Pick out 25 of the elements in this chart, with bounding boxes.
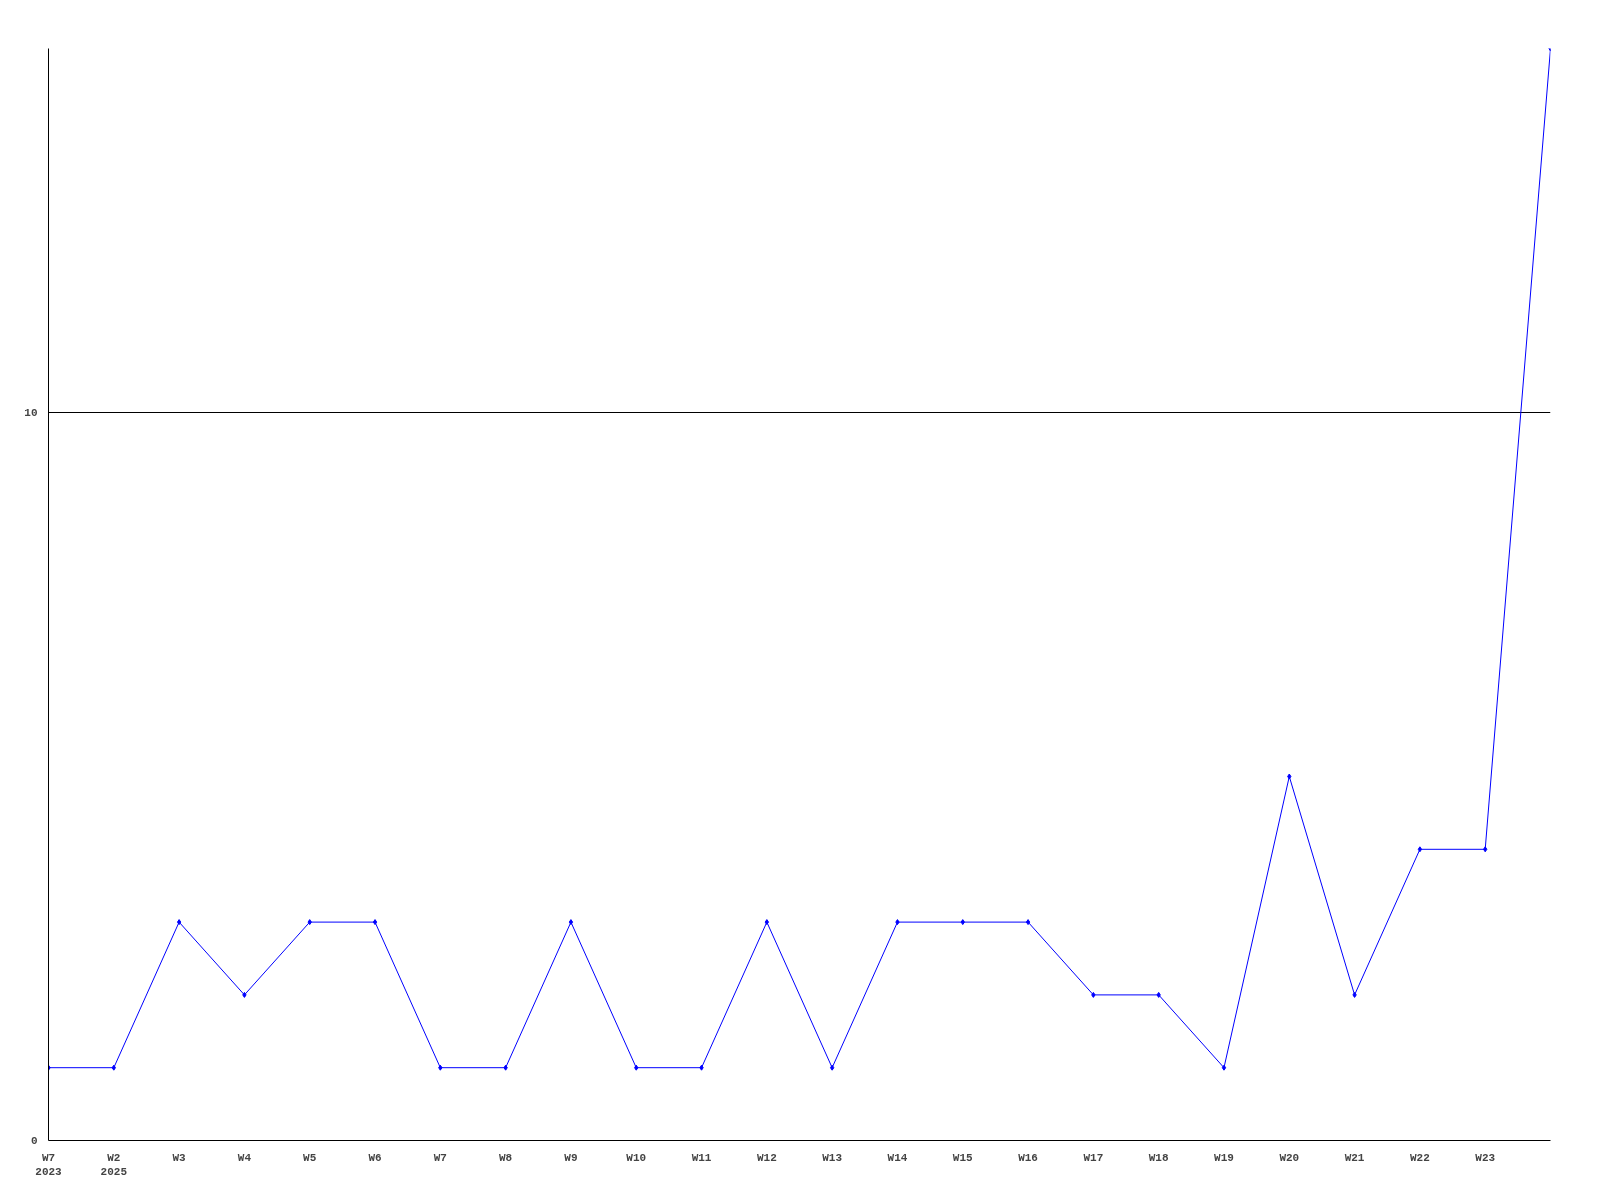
y-tick-label: 10 — [24, 407, 38, 419]
x-tick-label: W18 — [1148, 1151, 1169, 1164]
x-tick-label: W12 — [756, 1151, 777, 1164]
x-tick-label: W2 2025 — [100, 1151, 128, 1178]
x-tick-label: W14 — [887, 1151, 908, 1164]
x-tick-label: W23 — [1475, 1151, 1496, 1164]
x-tick-label: W7 2023 — [35, 1151, 63, 1178]
x-tick-label: W5 — [303, 1151, 317, 1164]
x-tick-label: W11 — [691, 1151, 712, 1164]
x-tick-label: W6 — [368, 1151, 382, 1164]
x-tick-label: W13 — [822, 1151, 843, 1164]
x-tick-label: W7 — [433, 1151, 447, 1164]
x-tick-label: W9 — [564, 1151, 578, 1164]
x-tick-label: W16 — [1018, 1151, 1038, 1164]
x-tick-label: W3 — [172, 1151, 187, 1164]
x-tick-label: W4 — [237, 1151, 252, 1164]
x-tick-label: W17 — [1083, 1151, 1104, 1164]
x-tick-label: W20 — [1279, 1151, 1300, 1164]
x-tick-label: W21 — [1344, 1151, 1365, 1164]
x-tick-label: W10 — [626, 1151, 647, 1164]
x-tick-label: W22 — [1409, 1151, 1430, 1164]
x-tick-label: W8 — [499, 1151, 513, 1164]
x-tick-label: W19 — [1214, 1151, 1234, 1164]
x-tick-label: W15 — [952, 1151, 974, 1164]
y-tick-label: 0 — [30, 1135, 38, 1147]
